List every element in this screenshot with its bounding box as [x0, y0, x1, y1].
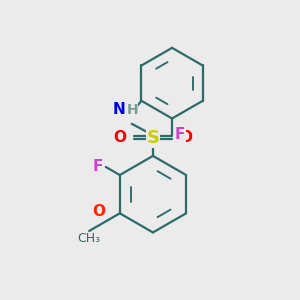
- Text: CH₃: CH₃: [78, 232, 101, 245]
- Text: O: O: [93, 204, 106, 219]
- Text: F: F: [92, 159, 103, 174]
- Text: S: S: [146, 129, 159, 147]
- Text: N: N: [112, 102, 125, 117]
- Text: O: O: [113, 130, 126, 145]
- Text: H: H: [126, 103, 138, 117]
- Text: O: O: [179, 130, 192, 145]
- Text: F: F: [175, 127, 185, 142]
